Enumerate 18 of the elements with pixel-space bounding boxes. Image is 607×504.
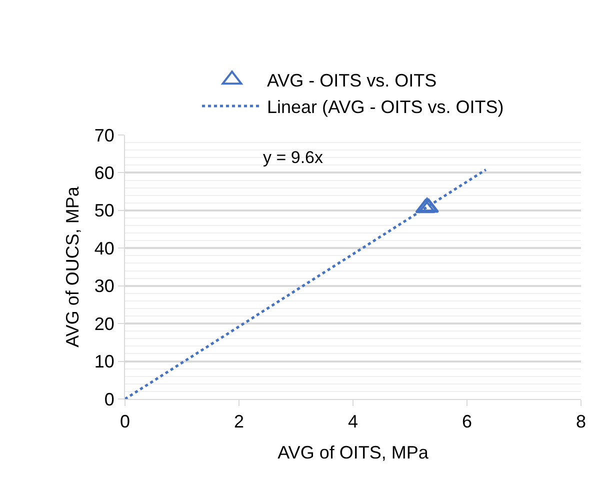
x-tick-label: 8 — [576, 412, 586, 432]
y-tick-label: 30 — [94, 276, 114, 296]
y-tick-label: 40 — [94, 238, 114, 258]
x-tick-label: 6 — [462, 412, 472, 432]
legend-label: AVG - OITS vs. OITS — [267, 70, 437, 91]
x-axis-title: AVG of OITS, MPa — [278, 442, 430, 463]
y-tick-label: 70 — [94, 125, 114, 146]
x-tick-label: 0 — [120, 412, 130, 432]
y-axis-title: AVG of OUCS, MPa — [62, 186, 83, 348]
y-tick-label: 50 — [94, 200, 114, 221]
x-tick-label: 2 — [234, 412, 244, 432]
y-tick-label: 10 — [94, 352, 114, 372]
legend-label: Linear (AVG - OITS vs. OITS) — [267, 97, 504, 118]
y-tick-label: 0 — [104, 389, 114, 410]
y-tick-label: 20 — [94, 314, 114, 334]
x-tick-label: 4 — [348, 412, 358, 432]
annotation: y = 9.6x — [263, 148, 324, 167]
y-tick-label: 60 — [94, 163, 114, 184]
